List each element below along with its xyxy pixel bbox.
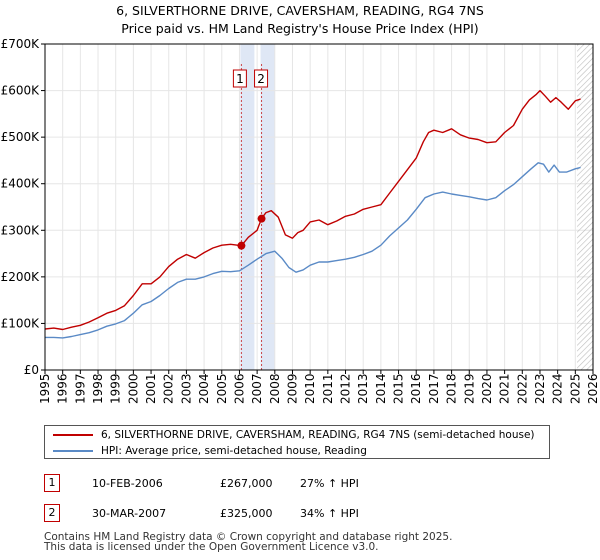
x-tick-label: 2013 <box>356 373 370 404</box>
sale-point <box>257 214 266 223</box>
x-tick-label: 2021 <box>498 373 512 404</box>
x-tick-label: 1999 <box>109 373 123 404</box>
x-tick-label: 2006 <box>232 373 246 404</box>
legend-hpi-label: HPI: Average price, semi-detached house,… <box>101 445 367 457</box>
footer-licence: This data is licensed under the Open Gov… <box>44 541 379 553</box>
x-tick-label: 2014 <box>374 373 388 404</box>
x-tick-label: 2015 <box>392 373 406 404</box>
y-tick-label: £100K <box>1 316 41 330</box>
y-tick-label: £400K <box>1 177 41 191</box>
legend-item-hpi: HPI: Average price, semi-detached house,… <box>53 443 367 459</box>
x-tick-label: 2019 <box>462 373 476 404</box>
sale-number-badge: 1 <box>44 474 60 492</box>
x-tick-label: 2012 <box>339 373 353 404</box>
x-tick-label: 2022 <box>515 373 529 404</box>
x-tick-label: 1996 <box>56 373 70 404</box>
sale-band <box>260 44 275 370</box>
sale-label-box <box>232 69 247 88</box>
legend-property-label: 6, SILVERTHORNE DRIVE, CAVERSHAM, READIN… <box>101 429 535 441</box>
x-tick-label: 2025 <box>568 373 582 404</box>
x-tick-label: 2018 <box>445 373 459 404</box>
sale-price: £325,000 <box>220 507 273 520</box>
sale-label-box <box>254 69 269 88</box>
x-tick-label: 2010 <box>303 373 317 404</box>
x-tick-label: 2016 <box>409 373 423 404</box>
forecast-hatch <box>577 44 593 370</box>
sale-label-text: 2 <box>257 72 265 86</box>
x-tick-label: 2008 <box>268 373 282 404</box>
sale-date: 30-MAR-2007 <box>92 507 167 520</box>
x-tick-label: 1995 <box>38 373 52 404</box>
x-tick-label: 2024 <box>551 373 565 404</box>
x-tick-label: 1998 <box>91 373 105 404</box>
legend: 6, SILVERTHORNE DRIVE, CAVERSHAM, READIN… <box>44 425 550 459</box>
footer-copyright: Contains HM Land Registry data © Crown c… <box>44 531 453 543</box>
x-tick-label: 2017 <box>427 373 441 404</box>
sale-hpi-change: 34% ↑ HPI <box>300 507 359 520</box>
x-tick-label: 2003 <box>179 373 193 404</box>
property-price-line <box>44 89 581 331</box>
sale-date: 10-FEB-2006 <box>92 477 163 490</box>
sale-label-text: 1 <box>236 72 244 86</box>
x-tick-label: 2023 <box>533 373 547 404</box>
footer: Contains HM Land Registry data © Crown c… <box>44 531 453 553</box>
y-tick-label: £600K <box>1 84 41 98</box>
y-tick-label: £200K <box>1 270 41 284</box>
plot-area <box>45 44 593 370</box>
sale-point <box>237 241 246 250</box>
x-tick-label: 2011 <box>321 373 335 404</box>
x-tick-label: 2009 <box>285 373 299 404</box>
sale-band <box>240 44 255 370</box>
hpi-line <box>45 162 581 339</box>
sale-hpi-change: 27% ↑ HPI <box>300 477 359 490</box>
x-tick-label: 2000 <box>126 373 140 404</box>
x-tick-label: 2007 <box>250 373 264 404</box>
sale-number-badge: 2 <box>44 504 60 522</box>
x-tick-label: 2005 <box>215 373 229 404</box>
title-subtitle: Price paid vs. HM Land Registry's House … <box>121 21 479 36</box>
legend-item-property: 6, SILVERTHORNE DRIVE, CAVERSHAM, READIN… <box>53 427 535 443</box>
x-tick-label: 1997 <box>73 373 87 404</box>
y-tick-label: £500K <box>1 130 41 144</box>
legend-property-swatch <box>53 434 93 436</box>
y-tick-label: £0 <box>24 363 39 377</box>
x-tick-label: 2026 <box>586 373 600 404</box>
plot-frame <box>44 43 594 371</box>
x-tick-label: 2004 <box>197 373 211 404</box>
y-tick-label: £300K <box>1 223 41 237</box>
legend-hpi-swatch <box>53 450 93 452</box>
x-tick-label: 2020 <box>480 373 494 404</box>
y-tick-label: £700K <box>1 37 41 51</box>
title-address: 6, SILVERTHORNE DRIVE, CAVERSHAM, READIN… <box>116 3 484 18</box>
sale-price: £267,000 <box>220 477 273 490</box>
x-tick-label: 2002 <box>162 373 176 404</box>
x-tick-label: 2001 <box>144 373 158 404</box>
chart-title: 6, SILVERTHORNE DRIVE, CAVERSHAM, READIN… <box>0 2 600 38</box>
